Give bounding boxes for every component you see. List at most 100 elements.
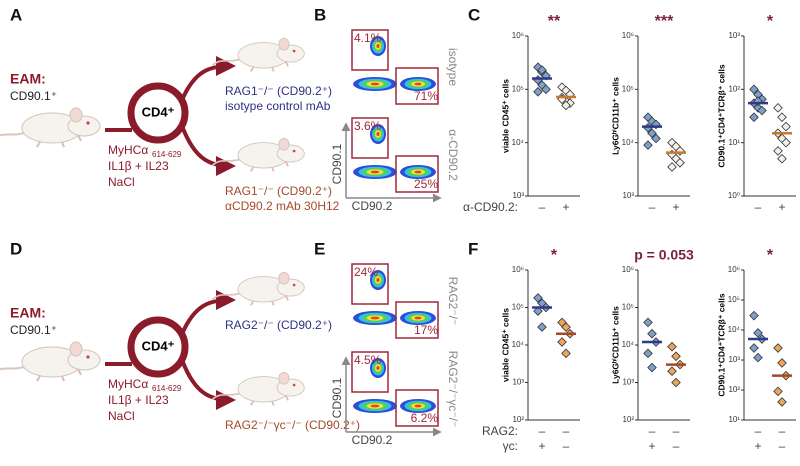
source-label: EAM: <box>10 305 46 321</box>
mouse-legs <box>250 160 289 172</box>
x-tick-label: – <box>779 439 786 453</box>
peptide-sub: 614-629 <box>152 150 182 159</box>
y-tick-label: 10⁶ <box>728 265 740 274</box>
data-point <box>773 386 783 397</box>
x-tick-label: – <box>755 200 762 214</box>
peptide: MyHCα <box>108 377 148 391</box>
x-tick-label: + <box>672 200 679 214</box>
mouse-eye <box>86 355 90 359</box>
mouse-legs <box>250 294 289 306</box>
plot-label: RAG2⁻/⁻γc⁻/⁻ <box>446 351 460 428</box>
peptide: MyHCα <box>108 143 148 157</box>
axis-label: CD90.1 <box>330 377 344 418</box>
x-tick-label: – <box>649 200 656 214</box>
cell-label: CD4⁺ <box>142 104 175 119</box>
y-axis-label: CD90.1⁺CD4⁺TCRβ⁺ cells <box>716 293 726 396</box>
mouse-ear <box>69 341 83 357</box>
density-blob <box>370 316 380 320</box>
y-tick-label: 10⁴ <box>728 325 741 334</box>
y-tick-label: 10⁰ <box>728 191 740 200</box>
gate <box>395 389 439 427</box>
flow-plot <box>351 351 439 427</box>
plot-label: RAG2⁻/⁻ <box>446 277 460 326</box>
cell-circle <box>127 316 189 378</box>
data-point <box>643 317 653 328</box>
data-point <box>671 351 681 362</box>
significance: *** <box>655 13 674 30</box>
y-tick-label: 10⁴ <box>622 138 635 147</box>
density-blob <box>376 366 380 370</box>
y-tick-label: 10² <box>512 415 524 424</box>
data-point <box>777 112 787 123</box>
density-blob <box>414 170 422 174</box>
data-point <box>749 112 759 123</box>
mouse-legs <box>250 60 289 72</box>
density-blob <box>370 404 380 408</box>
mouse-icon <box>211 371 305 406</box>
panel-label: B <box>314 5 326 24</box>
data-point <box>647 128 657 139</box>
gate-percent: 3.6% <box>354 119 382 133</box>
y-axis-label: viable CD45⁺ cells <box>500 308 510 382</box>
x-tick-label: + <box>648 439 655 453</box>
y-tick-label: 10⁵ <box>512 84 524 93</box>
mouse-eye <box>86 121 90 125</box>
mouse-eye <box>292 49 296 53</box>
x-tick-label: – <box>673 439 680 453</box>
panel-label: E <box>314 239 325 258</box>
density-blob <box>376 132 380 136</box>
data-point <box>651 133 661 144</box>
data-point <box>757 105 767 116</box>
density-blob <box>414 404 422 408</box>
arrow-down <box>180 359 236 410</box>
arrow-up <box>180 290 236 335</box>
y-tick-label: 10⁶ <box>622 31 634 40</box>
data-point <box>667 162 677 172</box>
gate-percent: 24% <box>354 265 378 279</box>
y-tick-label: 10³ <box>728 31 740 40</box>
gate-percent: 4.5% <box>354 353 382 367</box>
x-tick-label: + <box>562 200 569 214</box>
adjuvant: IL1β + IL23 <box>108 393 169 407</box>
mouse-icon <box>0 341 101 382</box>
y-tick-label: 10³ <box>512 378 524 387</box>
y-axis-label: Ly6GʰⁱCD11b⁺ cells <box>609 77 620 155</box>
data-point <box>753 328 763 338</box>
data-point <box>533 306 543 316</box>
y-tick-label: 10³ <box>622 191 634 200</box>
gate <box>351 351 389 393</box>
data-point <box>561 322 571 332</box>
data-point <box>777 397 787 407</box>
data-point <box>781 137 791 148</box>
gate-percent: 6.2% <box>411 411 439 425</box>
y-tick-label: 10⁴ <box>512 138 525 147</box>
flow-plot <box>351 117 439 193</box>
x-tick-label: + <box>754 439 761 453</box>
adjuvant: IL1β + IL23 <box>108 159 169 173</box>
x-tick-label: + <box>778 200 785 214</box>
gate <box>395 155 439 193</box>
data-point <box>781 121 791 132</box>
data-point <box>675 157 685 168</box>
target-label: RAG1⁻/⁻ (CD90.2⁺) <box>225 184 332 198</box>
mouse-icon <box>211 37 305 72</box>
significance: ** <box>548 13 561 30</box>
y-tick-label: 10² <box>622 415 634 424</box>
panel-label: F <box>468 239 478 258</box>
y-tick-label: 10¹ <box>728 138 740 147</box>
density-blob <box>414 82 422 86</box>
y-tick-label: 10² <box>728 385 740 394</box>
data-point <box>643 140 653 150</box>
data-point <box>749 84 759 95</box>
data-point <box>753 352 763 363</box>
x-tick-label: – <box>563 424 570 438</box>
data-point <box>537 65 547 75</box>
gate <box>351 117 389 159</box>
mouse-icon <box>0 107 101 148</box>
panel-label: D <box>10 239 22 258</box>
data-point <box>561 348 571 359</box>
data-point <box>537 322 547 332</box>
target-label: αCD90.2 mAb 30H12 <box>225 199 340 213</box>
data-point <box>643 348 653 359</box>
